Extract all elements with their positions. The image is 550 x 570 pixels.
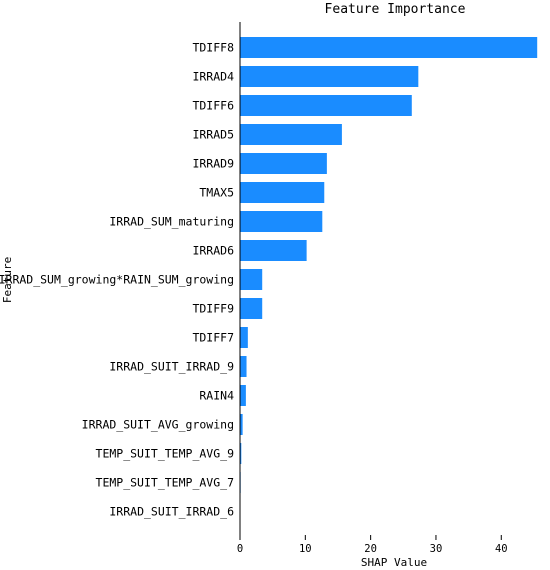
y-tick-label-5: TMAX5	[199, 186, 234, 200]
y-tick-label-10: TDIFF7	[192, 331, 234, 345]
bar-11	[240, 356, 247, 377]
x-tick-label-1: 10	[299, 543, 312, 555]
x-ticks: 0 10 20 30 40	[237, 535, 508, 555]
y-tick-label-0: TDIFF8	[192, 41, 234, 55]
x-tick-label-2: 20	[364, 543, 377, 555]
bar-5	[240, 182, 325, 203]
y-tick-labels: TDIFF8 IRRAD4 TDIFF6 IRRAD5 IRRAD9 TMAX5 IRRAD…	[0, 41, 234, 519]
y-tick-label-16: IRRAD_SUIT_IRRAD_6	[109, 505, 234, 519]
x-tick-label-0: 0	[237, 543, 243, 555]
chart-title: Feature Importance	[325, 2, 466, 17]
bar-1	[240, 66, 419, 87]
bar-12	[240, 385, 246, 406]
y-tick-label-9: TDIFF9	[192, 302, 234, 316]
x-tick-label-4: 40	[495, 543, 508, 555]
bar-8	[240, 269, 263, 290]
bar-13	[240, 414, 243, 435]
y-tick-label-12: RAIN4	[199, 389, 234, 403]
y-tick-label-2: TDIFF6	[192, 99, 234, 113]
y-tick-label-4: IRRAD9	[192, 157, 234, 171]
y-tick-label-14: TEMP_SUIT_TEMP_AVG_9	[96, 447, 235, 461]
y-tick-label-13: IRRAD_SUIT_AVG_growing	[82, 418, 234, 432]
x-axis-label: SHAP Value	[361, 556, 427, 569]
bar-9	[240, 298, 263, 319]
y-tick-label-1: IRRAD4	[192, 70, 234, 84]
bar-10	[240, 327, 248, 348]
bar-7	[240, 240, 307, 261]
x-tick-label-3: 30	[430, 543, 443, 555]
y-tick-label-8: IRRAD_SUM_growing*RAIN_SUM_growing	[0, 273, 234, 287]
bar-0	[240, 37, 538, 58]
y-tick-label-6: IRRAD_SUM_maturing	[109, 215, 234, 229]
bar-2	[240, 95, 412, 116]
bars-group	[240, 37, 538, 522]
y-tick-label-7: IRRAD6	[192, 244, 234, 258]
bar-3	[240, 124, 342, 145]
y-tick-label-3: IRRAD5	[192, 128, 234, 142]
bar-6	[240, 211, 323, 232]
y-axis-label: Feature	[1, 257, 14, 303]
bar-4	[240, 153, 327, 174]
y-tick-label-15: TEMP_SUIT_TEMP_AVG_7	[96, 476, 235, 490]
y-tick-label-11: IRRAD_SUIT_IRRAD_9	[109, 360, 234, 374]
bar-14	[240, 443, 242, 464]
